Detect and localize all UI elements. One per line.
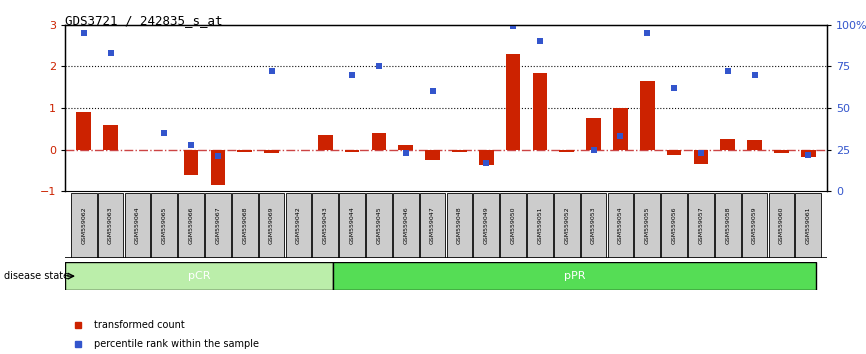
Bar <box>98 193 124 258</box>
Bar <box>76 112 91 149</box>
Bar <box>801 149 816 157</box>
Bar <box>662 193 687 258</box>
Bar <box>721 139 735 149</box>
Text: pPR: pPR <box>564 271 585 281</box>
Bar <box>474 193 499 258</box>
Bar <box>210 149 225 185</box>
Bar <box>125 193 151 258</box>
Text: GSM559061: GSM559061 <box>805 206 811 244</box>
Bar <box>694 149 708 164</box>
Bar <box>559 149 574 152</box>
Text: GSM559066: GSM559066 <box>189 206 194 244</box>
Bar <box>747 141 762 149</box>
Bar <box>527 193 553 258</box>
Bar <box>667 149 682 155</box>
Bar <box>795 193 821 258</box>
Bar <box>613 108 628 149</box>
Bar <box>259 193 284 258</box>
Text: disease state: disease state <box>4 271 69 281</box>
Text: GSM559067: GSM559067 <box>216 206 221 244</box>
Bar <box>425 149 440 160</box>
Bar <box>205 193 230 258</box>
Bar <box>581 193 606 258</box>
Bar <box>533 73 547 149</box>
Text: GSM559063: GSM559063 <box>108 206 113 244</box>
Bar <box>103 125 118 149</box>
Text: GDS3721 / 242835_s_at: GDS3721 / 242835_s_at <box>65 14 223 27</box>
Text: GSM559045: GSM559045 <box>377 206 381 244</box>
Bar <box>501 193 526 258</box>
Bar <box>65 262 333 290</box>
Bar <box>178 193 204 258</box>
Text: GSM559068: GSM559068 <box>242 206 247 244</box>
Bar <box>333 262 817 290</box>
Bar <box>420 193 445 258</box>
Bar <box>447 193 472 258</box>
Bar <box>318 135 333 149</box>
Bar <box>237 149 252 152</box>
Text: transformed count: transformed count <box>94 320 184 330</box>
Text: GSM559062: GSM559062 <box>81 206 87 244</box>
Bar <box>452 149 467 152</box>
Text: pCR: pCR <box>188 271 210 281</box>
Bar <box>345 149 359 152</box>
Bar <box>586 118 601 149</box>
Text: GSM559050: GSM559050 <box>511 206 515 244</box>
Text: GSM559053: GSM559053 <box>591 206 596 244</box>
Text: GSM559049: GSM559049 <box>484 206 488 244</box>
Bar <box>313 193 338 258</box>
Text: GSM559052: GSM559052 <box>565 206 569 244</box>
Text: GSM559047: GSM559047 <box>430 206 435 244</box>
Text: GSM559044: GSM559044 <box>350 206 354 244</box>
Bar <box>506 54 520 149</box>
Bar <box>264 149 279 153</box>
Text: GSM559054: GSM559054 <box>618 206 623 244</box>
Text: GSM559056: GSM559056 <box>671 206 676 244</box>
Text: GSM559069: GSM559069 <box>269 206 274 244</box>
Bar <box>635 193 660 258</box>
Bar <box>372 133 386 149</box>
Text: GSM559058: GSM559058 <box>725 206 730 244</box>
Bar <box>286 193 311 258</box>
Text: GSM559060: GSM559060 <box>779 206 784 244</box>
Text: GSM559059: GSM559059 <box>752 206 757 244</box>
Text: GSM559057: GSM559057 <box>698 206 703 244</box>
Text: GSM559065: GSM559065 <box>162 206 167 244</box>
Bar <box>741 193 767 258</box>
Bar <box>688 193 714 258</box>
Bar <box>366 193 391 258</box>
Bar <box>152 193 178 258</box>
Text: GSM559051: GSM559051 <box>538 206 542 244</box>
Bar <box>714 193 740 258</box>
Bar <box>232 193 257 258</box>
Text: GSM559043: GSM559043 <box>323 206 327 244</box>
Bar <box>608 193 633 258</box>
Text: GSM559042: GSM559042 <box>296 206 301 244</box>
Bar <box>768 193 794 258</box>
Text: GSM559048: GSM559048 <box>457 206 462 244</box>
Bar <box>184 149 198 175</box>
Bar <box>398 144 413 149</box>
Bar <box>640 81 655 149</box>
Text: GSM559055: GSM559055 <box>645 206 650 244</box>
Bar <box>774 149 789 153</box>
Bar <box>339 193 365 258</box>
Bar <box>393 193 418 258</box>
Text: GSM559046: GSM559046 <box>404 206 408 244</box>
Text: percentile rank within the sample: percentile rank within the sample <box>94 339 259 349</box>
Bar <box>479 149 494 165</box>
Bar <box>554 193 579 258</box>
Text: GSM559064: GSM559064 <box>135 206 140 244</box>
Bar <box>71 193 97 258</box>
